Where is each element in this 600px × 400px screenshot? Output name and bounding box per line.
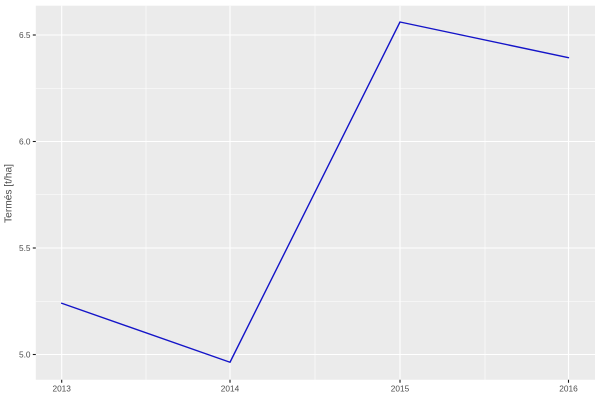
svg-text:5.0: 5.0 — [19, 349, 31, 359]
svg-text:2013: 2013 — [52, 384, 71, 394]
svg-text:2016: 2016 — [559, 384, 578, 394]
svg-text:6.5: 6.5 — [19, 30, 31, 40]
svg-text:5.5: 5.5 — [19, 243, 31, 253]
svg-text:6.0: 6.0 — [19, 136, 31, 146]
svg-text:2014: 2014 — [221, 384, 240, 394]
svg-text:2015: 2015 — [391, 384, 410, 394]
svg-text:Termés [t/ha]: Termés [t/ha] — [4, 164, 15, 223]
